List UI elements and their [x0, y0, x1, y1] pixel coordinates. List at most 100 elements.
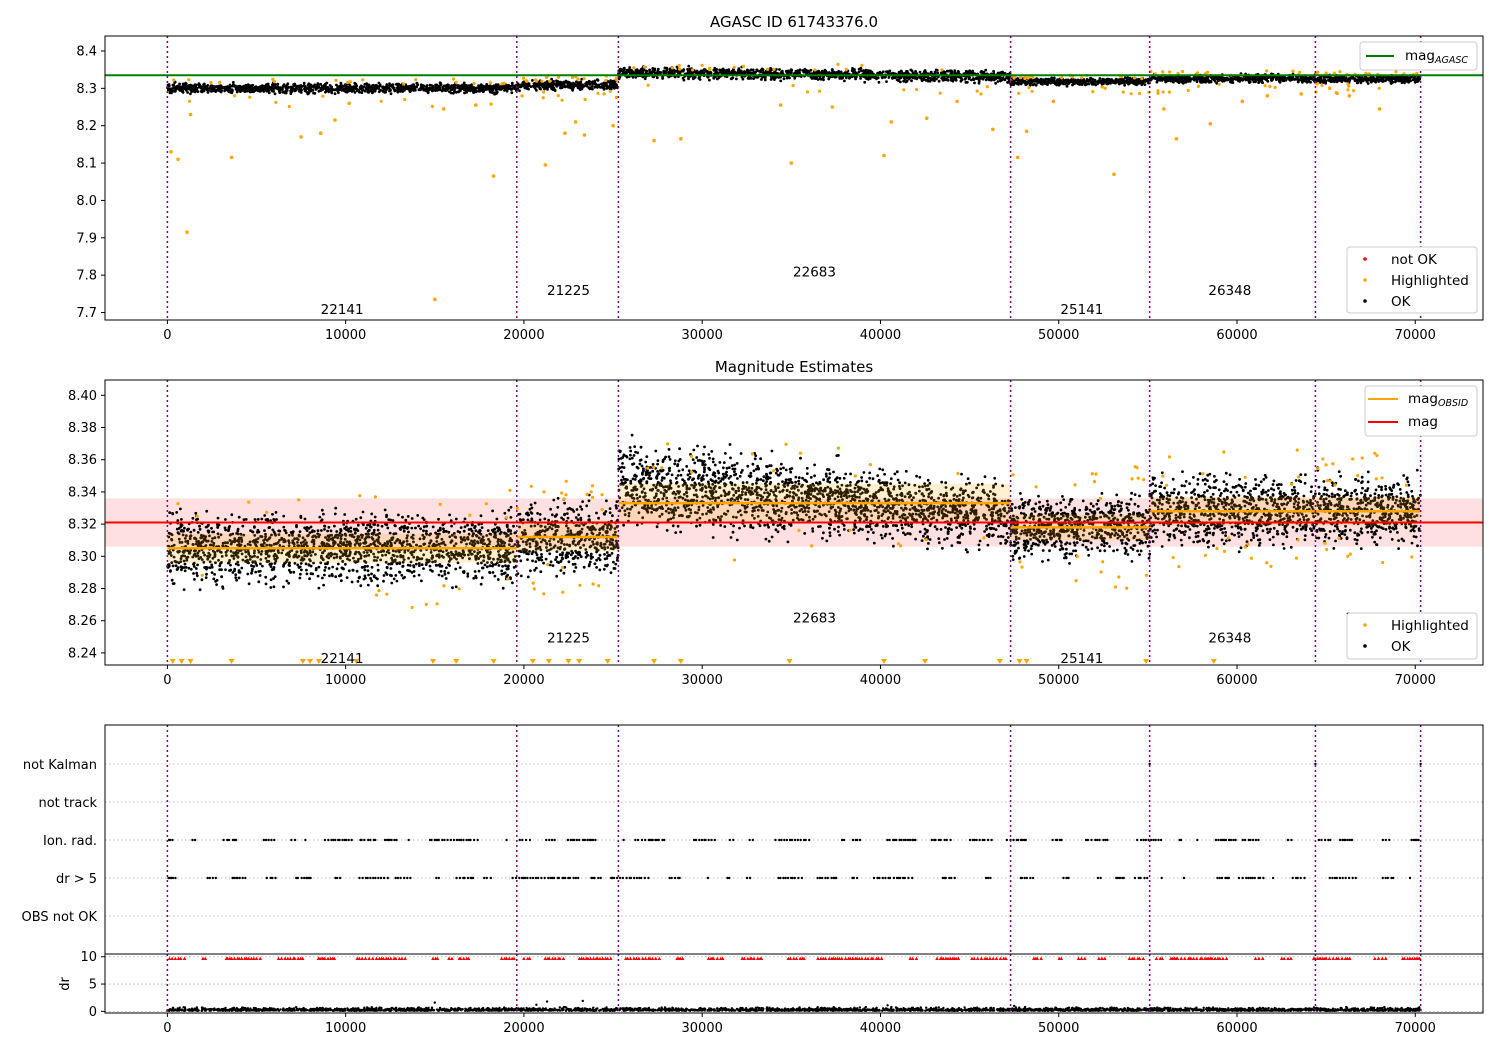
ok-point [219, 89, 223, 92]
highlighted-point [889, 120, 893, 124]
ok-point [1239, 77, 1243, 80]
ok-point [635, 68, 639, 72]
ok-point [201, 86, 205, 90]
ok-point [698, 71, 702, 75]
ok-point [191, 516, 195, 520]
ok-point [257, 580, 261, 584]
obsid-label: 22141 [321, 302, 364, 318]
ok-point [317, 85, 321, 89]
ok-point [378, 83, 382, 87]
ok-point [655, 76, 659, 80]
plot-area [105, 380, 1483, 665]
ok-point [425, 524, 429, 528]
ok-point [353, 91, 357, 94]
ok-point [168, 91, 172, 95]
ok-point [1399, 76, 1403, 79]
ok-point [501, 586, 505, 590]
ok-point [500, 569, 504, 573]
ok-point [245, 86, 249, 90]
ok-point [370, 85, 373, 89]
ok-point [218, 568, 222, 572]
ok-point [544, 81, 548, 84]
ok-point [643, 77, 647, 81]
ok-point [397, 513, 400, 517]
ok-point [1016, 79, 1020, 83]
ok-point [337, 88, 341, 91]
ok-point [1237, 79, 1240, 83]
ok-point [809, 68, 813, 72]
ok-point [197, 549, 201, 553]
ok-point [963, 77, 967, 81]
ok-point [210, 526, 213, 530]
highlighted-point [691, 68, 695, 72]
ok-point [598, 85, 602, 89]
ok-point [428, 564, 432, 568]
ok-point [438, 86, 442, 89]
ok-point [256, 555, 259, 559]
ok-point [171, 564, 175, 568]
y-tick-label: 8.1 [76, 157, 97, 172]
ok-point [819, 77, 823, 81]
highlighted-point [604, 78, 608, 83]
ok-point [322, 512, 325, 516]
ok-point [1019, 80, 1023, 84]
ok-point [1339, 79, 1342, 82]
ok-point [510, 91, 514, 95]
highlighted-point [975, 89, 979, 93]
ok-point [1414, 79, 1417, 82]
ok-point [1029, 81, 1033, 85]
ok-point [1381, 79, 1384, 83]
ok-point [789, 68, 793, 71]
ok-point [1418, 77, 1421, 81]
highlighted-point [548, 79, 552, 83]
ok-point [585, 82, 588, 86]
ok-point [1102, 82, 1105, 86]
ok-point [1089, 77, 1093, 80]
ok-point [609, 79, 612, 83]
ok-point [352, 85, 356, 89]
x-tick-label: 40000 [860, 328, 901, 343]
ok-point [168, 511, 172, 514]
ok-point [624, 70, 628, 74]
ok-point [1024, 81, 1028, 85]
highlighted-point [679, 137, 683, 141]
ok-point [285, 88, 289, 91]
highlighted-point [979, 92, 983, 96]
highlighted-point [1100, 85, 1104, 89]
ok-point [459, 526, 463, 529]
ok-point [1116, 78, 1120, 82]
highlighted-point [789, 161, 794, 165]
y-tick-label: 8.3 [76, 82, 97, 97]
ok-point [857, 67, 861, 71]
highlighted-point [1080, 76, 1084, 80]
ok-point [248, 90, 252, 94]
ok-point [256, 518, 260, 521]
ok-point [1335, 80, 1339, 83]
highlighted-point [1217, 82, 1221, 86]
highlighted-point [188, 112, 193, 117]
ok-point [565, 85, 568, 88]
ok-point [505, 89, 509, 93]
ok-point [1054, 80, 1057, 84]
ok-point [434, 89, 437, 92]
ok-point [239, 88, 243, 92]
highlighted-point [433, 297, 437, 302]
ok-point [302, 81, 306, 85]
ok-point [1393, 77, 1397, 81]
ok-point [979, 75, 983, 79]
highlighted-point [1027, 85, 1031, 90]
ok-point [333, 524, 336, 528]
ok-point [173, 90, 177, 93]
ok-point [370, 572, 373, 576]
ok-point [442, 84, 446, 88]
highlighted-point [248, 95, 252, 99]
ok-point [984, 68, 988, 72]
ok-point [654, 71, 657, 75]
ok-point [926, 79, 930, 82]
ok-point [1267, 76, 1270, 79]
ok-point [769, 78, 773, 81]
ok-point [391, 519, 395, 522]
highlighted-point [1196, 84, 1201, 88]
ok-point [178, 82, 182, 86]
ok-point [1173, 77, 1177, 80]
